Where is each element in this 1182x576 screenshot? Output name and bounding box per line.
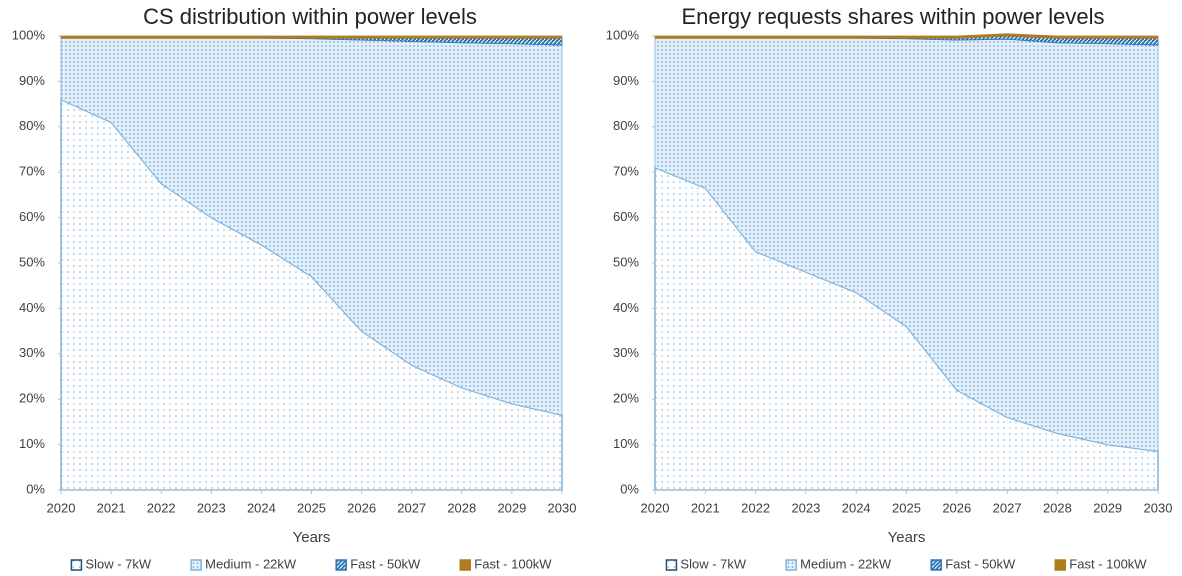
chart-title: Energy requests shares within power leve… [681, 4, 1104, 29]
legend-swatch [930, 559, 942, 571]
y-tick-label: 80% [613, 118, 639, 133]
x-tick-label: 2026 [347, 500, 376, 515]
x-axis-title: Years [888, 529, 926, 546]
y-tick-label: 10% [19, 436, 45, 451]
x-tick-label: 2028 [447, 500, 476, 515]
chart: CS distribution within power levels 0% 10%… [12, 4, 577, 572]
legend-label: Fast - 50kW [350, 556, 421, 571]
legend-label: Medium - 22kW [800, 556, 892, 571]
x-tick-label: 2026 [942, 500, 971, 515]
y-tick-label: 90% [19, 73, 45, 88]
y-tick-label: 60% [613, 209, 639, 224]
y-tick-label: 70% [613, 164, 639, 179]
y-tick-label: 0% [26, 481, 45, 496]
legend-label: Medium - 22kW [205, 556, 297, 571]
x-tick-label: 2020 [47, 500, 76, 515]
legend-label: Slow - 7kW [680, 556, 746, 571]
x-tick-label: 2030 [548, 500, 577, 515]
legend-swatch [190, 559, 202, 571]
x-tick-label: 2024 [842, 500, 871, 515]
x-tick-label: 2025 [892, 500, 921, 515]
x-tick-label: 2023 [791, 500, 820, 515]
x-tick-label: 2027 [993, 500, 1022, 515]
x-tick-label: 2029 [497, 500, 526, 515]
legend-swatch [665, 559, 678, 571]
legend-swatch [335, 559, 347, 571]
legend-swatch [785, 559, 797, 571]
x-tick-label: 2025 [297, 500, 326, 515]
x-tick-label: 2023 [197, 500, 226, 515]
x-tick-label: 2021 [691, 500, 720, 515]
y-tick-label: 20% [613, 391, 639, 406]
y-tick-label: 80% [19, 118, 45, 133]
x-tick-label: 2030 [1144, 500, 1173, 515]
legend-swatch [1054, 559, 1067, 571]
y-tick-label: 70% [19, 164, 45, 179]
legend-label: Fast - 50kW [945, 556, 1016, 571]
legend: Slow - 7kW Medium - 22kW Fast - 50kW Fast -… [70, 556, 552, 571]
x-tick-label: 2020 [641, 500, 670, 515]
y-tick-label: 60% [19, 209, 45, 224]
x-tick-label: 2022 [741, 500, 770, 515]
chart: Energy requests shares within power leve… [606, 4, 1173, 572]
y-tick-label: 50% [613, 254, 639, 269]
x-tick-label: 2022 [147, 500, 176, 515]
x-tick-label: 2029 [1093, 500, 1122, 515]
y-tick-label: 100% [606, 27, 640, 42]
y-tick-label: 30% [19, 345, 45, 360]
y-tick-label: 20% [19, 391, 45, 406]
legend: Slow - 7kW Medium - 22kW Fast - 50kW Fast -… [665, 556, 1147, 571]
y-tick-label: 40% [19, 300, 45, 315]
x-tick-label: 2028 [1043, 500, 1072, 515]
y-tick-label: 40% [613, 300, 639, 315]
legend-swatch [459, 559, 472, 571]
legend-label: Slow - 7kW [85, 556, 151, 571]
x-tick-label: 2021 [97, 500, 126, 515]
legend-label: Fast - 100kW [1069, 556, 1147, 571]
y-tick-label: 10% [613, 436, 639, 451]
x-axis-title: Years [293, 529, 331, 546]
legend-label: Fast - 100kW [474, 556, 552, 571]
y-tick-label: 0% [620, 481, 639, 496]
area [60, 35, 563, 39]
y-tick-label: 100% [12, 27, 46, 42]
area [654, 33, 1159, 39]
y-tick-label: 90% [613, 73, 639, 88]
chart-title: CS distribution within power levels [143, 4, 477, 29]
x-tick-label: 2027 [397, 500, 426, 515]
y-tick-label: 30% [613, 345, 639, 360]
x-tick-label: 2024 [247, 500, 276, 515]
y-tick-label: 50% [19, 254, 45, 269]
legend-swatch [70, 559, 83, 571]
